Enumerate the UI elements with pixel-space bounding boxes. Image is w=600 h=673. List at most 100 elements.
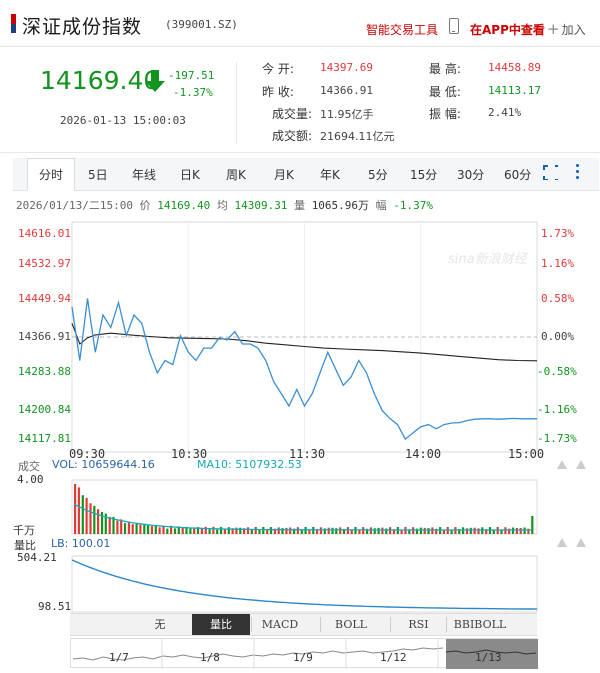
x-tick-label: 09:30 — [69, 447, 106, 461]
x-tick-label: 14:00 — [405, 447, 442, 461]
volume-bar — [385, 528, 388, 534]
volume-bar — [350, 529, 353, 534]
volume-unit-label: 千万 — [13, 524, 35, 537]
volume-bar — [235, 527, 238, 534]
volume-bar — [485, 529, 488, 534]
plus-icon: + — [547, 20, 560, 38]
volume-expand-icon[interactable] — [557, 460, 567, 469]
volume-bar — [200, 528, 203, 534]
ratio-expand-icon[interactable] — [557, 538, 567, 547]
volume-bar — [465, 528, 469, 534]
tab-60min[interactable]: 60分 — [504, 168, 532, 182]
volume-bar — [93, 505, 96, 534]
open-in-app-link[interactable]: 在APP中查看 — [470, 23, 545, 37]
add-watchlist-button[interactable]: + 加入 — [547, 20, 586, 38]
stat-label-open: 今 开: — [262, 62, 294, 76]
volume-bar — [415, 528, 419, 534]
volume-bar — [335, 528, 338, 534]
ratio-panel-label: 量比 — [14, 539, 36, 552]
tab-intraday[interactable]: 分时 — [39, 168, 64, 182]
tab-yearline[interactable]: 年线 — [132, 168, 157, 182]
volume-bar — [231, 528, 234, 534]
ratio-collapse-icon[interactable] — [576, 538, 586, 547]
y-tick-label: 14283.88 — [18, 365, 71, 378]
volume-bar — [435, 528, 438, 534]
volume-bar — [392, 529, 396, 534]
volume-bar — [170, 525, 173, 534]
volume-bar — [74, 484, 77, 534]
volume-bar — [400, 530, 403, 534]
y-tick-label: 14200.84 — [18, 403, 71, 416]
indicator-none[interactable]: 无 — [154, 618, 166, 631]
tab-30min[interactable]: 30分 — [457, 168, 485, 182]
volume-bar — [77, 487, 80, 534]
tab-15min[interactable]: 15分 — [410, 168, 438, 182]
ma10-line — [73, 503, 532, 531]
tab-yearly-k[interactable]: 年K — [320, 168, 340, 182]
volume-bar — [419, 527, 422, 534]
volume-bar — [423, 527, 426, 534]
volume-bar — [515, 528, 518, 534]
volume-bar — [323, 528, 326, 534]
tab-weekly-k[interactable]: 周K — [226, 168, 246, 182]
volume-bar — [531, 516, 534, 534]
volume-bar — [177, 526, 180, 534]
volume-bar — [216, 529, 219, 534]
volume-bar — [123, 523, 127, 534]
volume-frame — [71, 479, 538, 535]
volume-bar — [369, 527, 372, 534]
stat-value-turnover: 21694.11亿元 — [320, 130, 395, 143]
volume-collapse-icon[interactable] — [576, 460, 586, 469]
indicator-macd[interactable]: MACD — [261, 618, 299, 631]
fullscreen-icon[interactable] — [543, 165, 558, 180]
volume-bar — [85, 497, 88, 534]
volume-bar — [377, 527, 380, 534]
volume-bar — [300, 529, 303, 534]
volume-bar — [458, 529, 461, 534]
volume-bar — [469, 527, 472, 534]
intraday-chart[interactable]: sina新浪财经 — [0, 216, 600, 616]
stat-label-low: 最 低: — [429, 85, 461, 99]
volume-bar — [250, 529, 253, 534]
volume-bar — [204, 526, 207, 534]
indicator-rsi[interactable]: RSI — [408, 618, 429, 631]
indicator-bbiboll[interactable]: BBIBOLL — [453, 618, 507, 631]
volume-bar — [196, 527, 200, 534]
quote-line-price-label: 价 — [139, 199, 151, 212]
volume-bar — [258, 529, 261, 534]
navigator-sparkline — [72, 639, 538, 669]
indicator-boll[interactable]: BOLL — [335, 618, 367, 631]
volume-bar — [154, 525, 157, 534]
crosshair-quote-line: 2026/01/13/二15:00 价 14169.40 均 14309.31 … — [16, 197, 433, 213]
indicator-volume-ratio[interactable]: 量比 — [192, 614, 250, 635]
pct-tick-label: 0.00% — [541, 330, 575, 343]
volume-bar — [150, 526, 153, 534]
page-title: 深证成份指数 — [22, 16, 143, 38]
volume-bar — [381, 527, 384, 534]
average-price-line — [71, 323, 538, 362]
price-change-percent: -1.37% — [173, 86, 213, 99]
volume-bar — [492, 529, 495, 534]
smart-trade-tool-link[interactable]: 智能交易工具 — [366, 23, 439, 37]
date-navigator[interactable] — [70, 638, 538, 669]
stat-label-turnover: 成交额: — [272, 129, 313, 143]
volume-bar — [308, 529, 311, 534]
volume-bar — [408, 529, 411, 534]
more-options-icon[interactable] — [576, 164, 580, 181]
tab-daily-k[interactable]: 日K — [180, 168, 200, 182]
volume-bar — [173, 528, 177, 534]
tab-monthly-k[interactable]: 月K — [274, 168, 294, 182]
stat-value-amplitude: 2.41% — [488, 106, 522, 119]
tab-5day[interactable]: 5日 — [88, 168, 108, 182]
tab-5min[interactable]: 5分 — [368, 168, 388, 182]
volume-bar — [220, 526, 223, 534]
volume-bar — [285, 527, 288, 534]
y-tick-label: 14532.97 — [18, 257, 71, 270]
volume-value: VOL: 10659644.16 — [52, 458, 155, 471]
volume-bar — [262, 527, 265, 534]
volume-bar — [227, 527, 230, 534]
stat-value-low: 14113.17 — [488, 84, 541, 97]
volume-bar — [358, 529, 361, 534]
quote-line-avg: 14309.31 — [234, 199, 288, 212]
indicator-divider — [446, 617, 447, 632]
